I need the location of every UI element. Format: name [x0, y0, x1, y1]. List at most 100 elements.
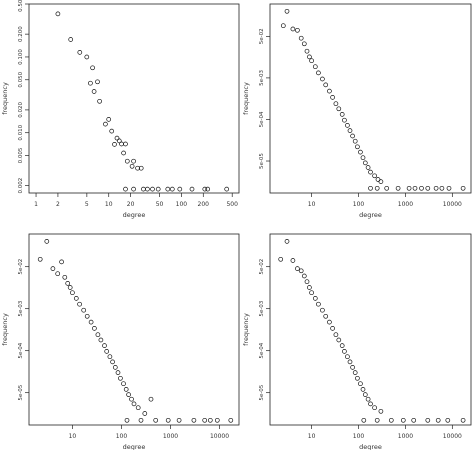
data-point [365, 396, 371, 402]
data-point [169, 186, 175, 192]
y-tick-label: 0.002 [18, 178, 24, 194]
data-point [352, 138, 358, 144]
data-point [358, 381, 363, 387]
data-point [91, 89, 97, 94]
plot-frame [28, 3, 240, 194]
x-tick-label: 100 [353, 201, 365, 208]
data-point [103, 121, 108, 127]
data-point [55, 271, 61, 277]
data-point [312, 64, 318, 70]
data-point [320, 307, 325, 313]
data-point [425, 185, 431, 191]
data-point [106, 117, 112, 122]
y-tick-label: 0.500 [18, 0, 24, 12]
data-point [400, 417, 406, 423]
x-axis-label: degree [359, 443, 382, 450]
data-point [176, 417, 182, 423]
x-tick-label: 5 [85, 201, 89, 208]
y-axis-label: frequency [242, 82, 250, 115]
data-point [148, 396, 154, 402]
data-point [355, 144, 360, 150]
data-point [165, 417, 171, 423]
data-point [433, 185, 439, 191]
y-axis-label: frequency [1, 82, 9, 115]
plot-frame [28, 233, 240, 426]
data-point [372, 405, 377, 411]
data-point [378, 179, 384, 184]
data-point [323, 313, 329, 319]
data-point [150, 186, 155, 192]
data-point [97, 98, 102, 104]
data-point [202, 186, 208, 192]
data-point [347, 359, 353, 365]
data-point [88, 80, 93, 86]
data-point [88, 319, 94, 325]
data-point [301, 41, 307, 47]
y-tick-label: 5e-03 [18, 300, 24, 316]
data-point [84, 54, 90, 60]
y-tick-label: 5e-03 [259, 300, 265, 316]
data-point [104, 349, 110, 354]
x-tick-label: 1000 [398, 201, 413, 208]
y-tick-label: 5e-02 [259, 259, 265, 275]
data-point [411, 417, 417, 423]
data-point [81, 307, 87, 313]
data-point [131, 186, 136, 192]
plot-frame [269, 233, 472, 426]
data-point [65, 281, 71, 286]
x-tick-label: 1000 [398, 433, 413, 440]
x-tick-label: 100 [176, 201, 188, 208]
data-point [135, 165, 140, 171]
data-point [358, 149, 363, 155]
x-tick-label: 10000 [443, 201, 462, 208]
data-point [336, 337, 342, 343]
data-point [153, 417, 159, 423]
x-tick-label: 10000 [443, 433, 462, 440]
data-point [121, 381, 126, 387]
data-point [126, 392, 131, 397]
data-point [295, 266, 300, 271]
data-point [205, 186, 211, 192]
data-point [361, 417, 367, 423]
data-point [378, 408, 384, 414]
x-tick-label: 50 [156, 201, 164, 208]
data-point [342, 117, 347, 123]
data-point [312, 296, 318, 301]
x-axis-label: degree [359, 211, 382, 219]
data-point [316, 301, 321, 307]
data-point [372, 173, 377, 179]
data-point [290, 26, 296, 32]
y-tick-label: 0.100 [18, 49, 24, 65]
data-point [119, 141, 124, 147]
data-point [360, 155, 366, 161]
data-point [339, 343, 345, 348]
plot-frame [269, 3, 472, 194]
data-point [352, 370, 358, 375]
data-point [138, 165, 144, 171]
y-axis-label: frequency [242, 313, 250, 346]
data-point [347, 128, 353, 133]
data-point [112, 142, 117, 147]
data-point [327, 319, 332, 325]
data-point [460, 185, 466, 191]
data-point [112, 365, 118, 370]
x-tick-label: 10 [308, 201, 316, 208]
data-point [304, 48, 310, 54]
data-point [439, 185, 445, 191]
data-point [123, 141, 128, 147]
data-point [165, 186, 171, 192]
data-point [55, 11, 61, 17]
data-point [114, 135, 120, 141]
data-point [123, 186, 128, 192]
y-axis-label: frequency [1, 313, 9, 346]
data-point [355, 375, 360, 381]
y-tick-label: 5e-05 [259, 153, 265, 169]
data-point [384, 185, 390, 191]
data-point [228, 417, 234, 423]
x-tick-label: 100 [116, 433, 128, 440]
panel-bottom-right: 10 100 1000 10000 5e-05 5e-04 5e-03 5e-02 degree… [242, 233, 472, 450]
data-point [425, 417, 431, 423]
data-point [445, 417, 451, 423]
y-tick-label: 5e-02 [18, 259, 24, 275]
data-point [70, 290, 75, 296]
